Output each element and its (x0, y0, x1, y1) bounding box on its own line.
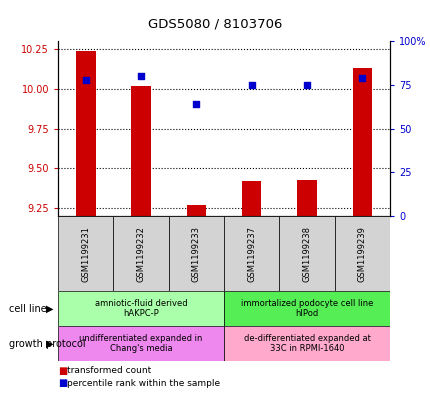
Bar (169, 216, 224, 291)
Bar (224, 216, 279, 291)
Point (358, 75, 365, 81)
Text: cell line: cell line (9, 304, 46, 314)
Bar (113, 216, 169, 291)
Text: percentile rank within the sample: percentile rank within the sample (67, 379, 219, 387)
Bar (334, 216, 389, 291)
Text: growth protocol: growth protocol (9, 339, 85, 349)
Text: GSM1199239: GSM1199239 (357, 226, 366, 282)
Point (138, 73, 144, 79)
Bar (58, 216, 113, 291)
Text: GSM1199231: GSM1199231 (81, 226, 90, 282)
Bar (131, 86, 150, 216)
Text: ■: ■ (58, 378, 67, 388)
Text: undifferentiated expanded in
Chang's media: undifferentiated expanded in Chang's med… (79, 334, 203, 353)
Bar (224, 326, 389, 361)
Bar (76, 51, 95, 216)
Bar (242, 181, 261, 216)
Text: GSM1199238: GSM1199238 (302, 226, 311, 282)
Point (82, 77, 89, 83)
Point (248, 82, 255, 88)
Text: GSM1199233: GSM1199233 (191, 226, 200, 282)
Bar (224, 291, 389, 326)
Text: ▶: ▶ (46, 304, 54, 314)
Point (303, 82, 310, 88)
Bar (58, 291, 224, 326)
Bar (58, 326, 224, 361)
Point (193, 101, 200, 107)
Text: de-differentiated expanded at
33C in RPMI-1640: de-differentiated expanded at 33C in RPM… (243, 334, 370, 353)
Bar (279, 216, 334, 291)
Bar (297, 180, 316, 216)
Bar (186, 205, 206, 216)
Text: amniotic-fluid derived
hAKPC-P: amniotic-fluid derived hAKPC-P (95, 299, 187, 318)
Text: GSM1199237: GSM1199237 (247, 226, 256, 282)
Text: GDS5080 / 8103706: GDS5080 / 8103706 (148, 18, 282, 31)
Text: immortalized podocyte cell line
hIPod: immortalized podocyte cell line hIPod (240, 299, 372, 318)
Text: GSM1199232: GSM1199232 (136, 226, 145, 282)
Bar (352, 68, 371, 216)
Text: ▶: ▶ (46, 339, 54, 349)
Text: ■: ■ (58, 365, 67, 376)
Text: transformed count: transformed count (67, 366, 150, 375)
